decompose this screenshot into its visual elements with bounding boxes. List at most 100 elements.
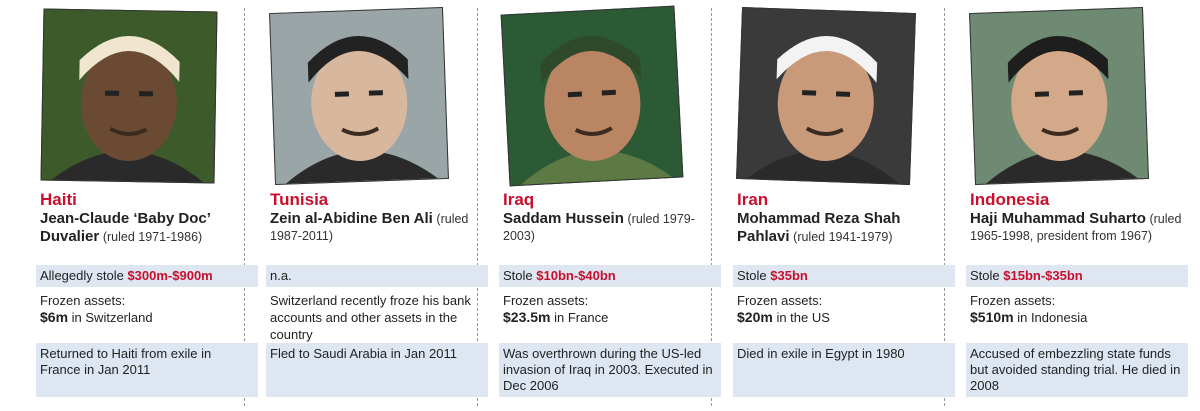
stolen-amount: Stole $15bn-$35bn <box>966 265 1188 287</box>
stolen-amount: n.a. <box>266 265 488 287</box>
stole-amount: $10bn-$40bn <box>536 268 616 283</box>
country: Haiti <box>40 190 77 209</box>
eye <box>334 91 350 97</box>
portrait-figure <box>747 36 899 184</box>
ruled-years: (ruled 1987-2011) <box>270 212 469 243</box>
stolen-amount: Stole $10bn-$40bn <box>499 265 721 287</box>
ruled-years: (ruled 1979-2003) <box>503 212 695 243</box>
hair <box>776 36 878 83</box>
eye <box>105 90 120 96</box>
face <box>544 45 641 161</box>
stole-amount: $35bn <box>770 268 808 283</box>
mouth <box>341 126 380 136</box>
hair <box>307 36 409 83</box>
header: Haiti Jean-Claude ‘Baby Doc’ Duvalier (ru… <box>40 190 255 246</box>
frozen-assets: Switzerland recently froze his bank acco… <box>270 292 480 343</box>
ruled-years: (ruled 1965-1998, president from 1967) <box>970 212 1182 243</box>
country: Indonesia <box>970 190 1050 209</box>
stole-text: Stole <box>503 268 533 283</box>
shoulders <box>986 150 1138 184</box>
face <box>311 45 408 161</box>
ruled-years: (ruled 1941-1979) <box>793 230 893 244</box>
frozen-detail: in Switzerland <box>71 310 153 325</box>
frozen-label: Frozen assets: <box>737 293 823 308</box>
frozen-text: Switzerland recently froze his bank acco… <box>270 293 471 342</box>
stole-amount: $300m-$900m <box>127 268 213 283</box>
frozen-amount: $6m <box>40 309 69 325</box>
leader-name: Saddam Hussein <box>503 210 624 227</box>
eye <box>1068 90 1083 96</box>
separator <box>244 8 245 406</box>
eye <box>567 91 583 98</box>
leader-name: Zein al-Abidine Ben Ali <box>270 210 433 227</box>
hair <box>540 36 642 84</box>
separator <box>711 8 712 406</box>
stolen-amount: Stole $35bn <box>733 265 955 287</box>
portrait-figure <box>986 36 1138 184</box>
separator <box>944 8 945 406</box>
hair <box>79 36 180 82</box>
frozen-assets: Frozen assets: $20m in the US <box>737 292 947 326</box>
frozen-line: $23.5m in France <box>503 309 713 326</box>
profile-card: Iraq Saddam Hussein (ruled 1979-2003) Stol… <box>499 0 725 411</box>
frozen-amount: $510m <box>970 309 1014 325</box>
frozen-assets: Frozen assets: $510m in Indonesia <box>970 292 1180 326</box>
frozen-amount: $23.5m <box>503 309 551 325</box>
frozen-detail: in the US <box>776 310 830 325</box>
fate: Died in exile in Egypt in 1980 <box>733 343 955 397</box>
frozen-detail: in France <box>554 310 609 325</box>
ruled-years: (ruled 1971-1986) <box>102 230 203 244</box>
country: Tunisia <box>270 190 329 209</box>
header: Tunisia Zein al-Abidine Ben Ali (ruled 19… <box>270 190 485 244</box>
fate: Returned to Haiti from exile in France i… <box>36 343 258 397</box>
frozen-line: $20m in the US <box>737 309 947 326</box>
header: Indonesia Haji Muhammad Suharto (ruled 19… <box>970 190 1185 244</box>
country: Iraq <box>503 190 535 209</box>
portrait <box>40 8 218 184</box>
face <box>80 45 177 161</box>
profile-card: Tunisia Zein al-Abidine Ben Ali (ruled 19… <box>266 0 492 411</box>
frozen-amount: $20m <box>737 309 773 325</box>
shoulders <box>51 150 204 183</box>
profile-card: Haiti Jean-Claude ‘Baby Doc’ Duvalier (ru… <box>36 0 262 411</box>
hair <box>1007 36 1109 83</box>
frozen-detail: in Indonesia <box>1017 310 1088 325</box>
fate: Fled to Saudi Arabia in Jan 2011 <box>266 343 488 397</box>
stolen-amount: Allegedly stole $300m-$900m <box>36 265 258 287</box>
frozen-label: Frozen assets: <box>970 293 1056 308</box>
eye <box>802 90 817 96</box>
leader-name: Jean-Claude ‘Baby Doc’ Duvalier <box>40 210 211 245</box>
header: Iran Mohammad Reza Shah Pahlavi (ruled 19… <box>737 190 952 246</box>
mouth <box>109 126 148 136</box>
eye <box>601 89 616 96</box>
profile-card: Indonesia Haji Muhammad Suharto (ruled 19… <box>966 0 1192 411</box>
stole-text: n.a. <box>270 268 292 283</box>
profile-card: Iran Mohammad Reza Shah Pahlavi (ruled 19… <box>733 0 959 411</box>
eye <box>835 91 851 97</box>
frozen-label: Frozen assets: <box>503 293 589 308</box>
shoulders <box>747 150 899 184</box>
portrait-figure <box>286 36 438 184</box>
stole-text: Stole <box>970 268 1000 283</box>
fate: Was overthrown during the US-led invasio… <box>499 343 721 397</box>
frozen-assets: Frozen assets: $23.5m in France <box>503 292 713 326</box>
eye <box>1034 91 1050 97</box>
portrait-figure <box>520 36 673 185</box>
mouth <box>574 126 613 136</box>
shoulders <box>286 150 438 184</box>
portrait <box>500 5 684 187</box>
frozen-label: Frozen assets: <box>40 293 126 308</box>
stole-text: Allegedly stole <box>40 268 124 283</box>
frozen-line: $6m in Switzerland <box>40 309 250 326</box>
frozen-assets: Frozen assets: $6m in Switzerland <box>40 292 250 326</box>
country: Iran <box>737 190 769 209</box>
shoulders <box>520 150 673 185</box>
header: Iraq Saddam Hussein (ruled 1979-2003) <box>503 190 718 244</box>
face <box>1011 45 1108 161</box>
portrait <box>269 7 449 185</box>
eye <box>368 90 383 96</box>
stole-text: Stole <box>737 268 767 283</box>
face <box>777 45 874 161</box>
mouth <box>1041 126 1080 136</box>
